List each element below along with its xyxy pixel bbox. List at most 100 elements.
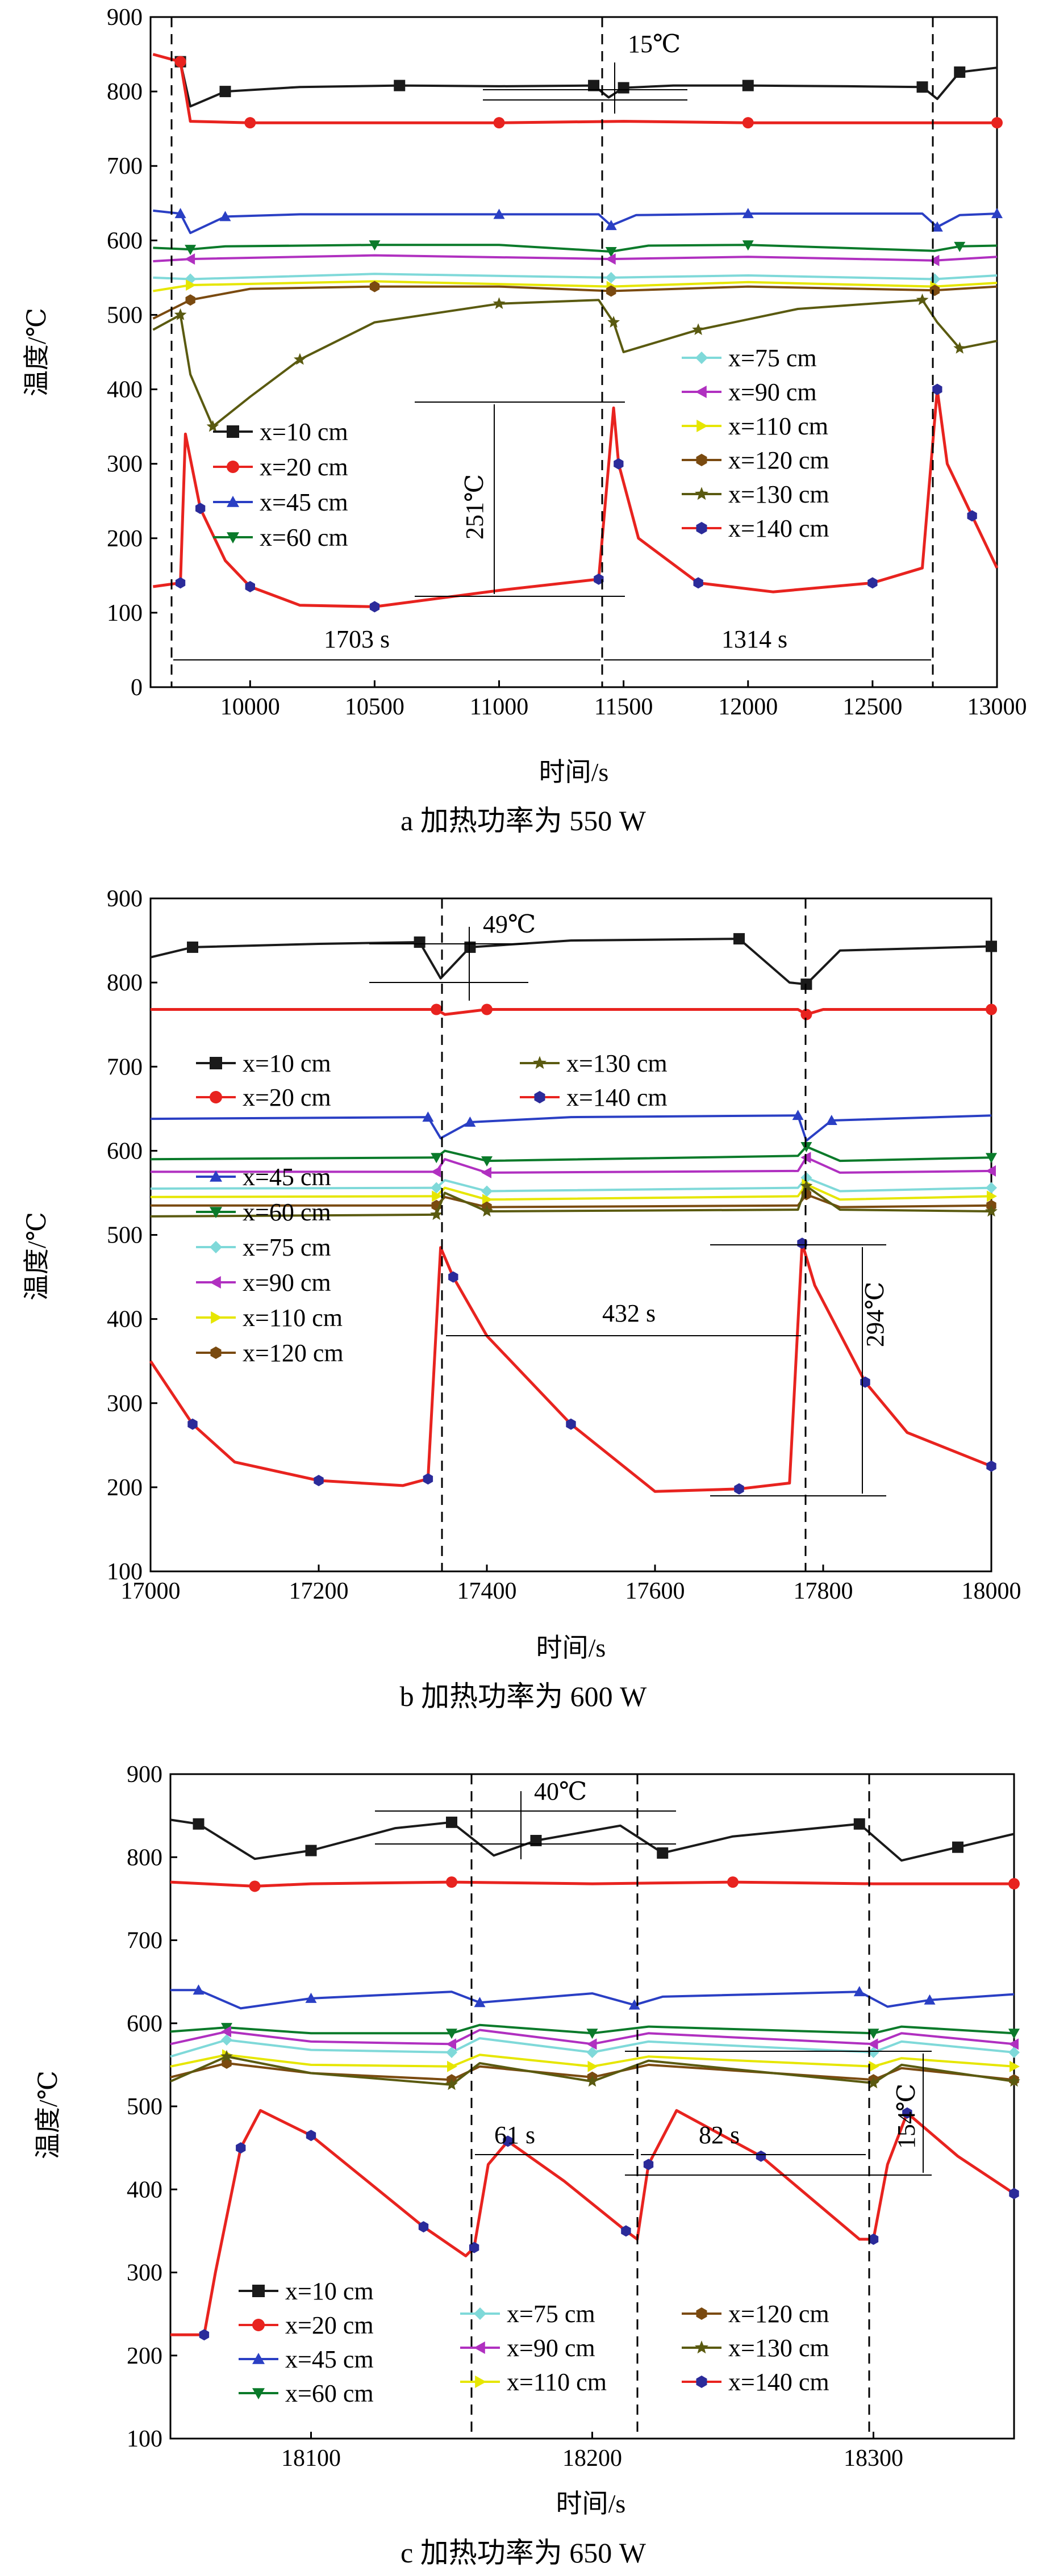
a-series-x-130-cm [152,293,998,432]
b-point-x-20-cm [431,1003,443,1015]
b-line-x-20-cm [151,1008,991,1016]
c-point-x-140-cm [868,2234,879,2245]
a-point-x-10-cm [219,86,231,98]
a-ytick-label: 600 [107,228,143,254]
b-xtick-label: 17000 [121,1578,181,1604]
b-ytick-label: 200 [107,1475,143,1501]
c-legend-marker [696,2307,707,2320]
c-legend-label: x=130 cm [728,2334,829,2362]
b-ytick-label: 600 [107,1138,143,1164]
c-series-x-10-cm [170,1816,1015,1862]
c-line-x-60-cm [170,2023,1015,2035]
b-ytick-label: 700 [107,1054,143,1080]
c-point-x-90-cm [221,2026,231,2038]
b-legend-marker [210,1091,222,1103]
a-legend-label: x=90 cm [728,378,817,406]
c-point-x-75-cm [221,2034,232,2046]
b-legend-label: x=45 cm [243,1163,331,1191]
c-point-x-140-cm [621,2225,631,2237]
b-ytick-label: 500 [107,1223,143,1249]
b-legend-item-x-140-cm: x=140 cm [520,1084,668,1111]
b-point-x-10-cm [414,936,426,948]
chart-c: 18100 18200 18300 100 200 300 400 500 600 700 800 9… [34,1762,1020,2569]
a-point-x-140-cm [932,383,942,395]
c-point-x-110-cm [447,2060,457,2072]
c-point-x-110-cm [869,2060,879,2072]
a-point-x-20-cm [174,56,186,68]
chart-a-xlabel: 时间/s [539,758,609,787]
b-xtick-label: 17400 [457,1578,517,1604]
c-legend-marker [252,2388,265,2399]
b-line-x-60-cm [150,1145,992,1162]
a-ytick-label: 300 [107,451,143,478]
chart-b-ann-294c: 294℃ [861,1282,889,1347]
a-point-x-140-cm [693,577,703,589]
a-point-x-90-cm [185,253,195,265]
a-point-x-120-cm [369,281,380,292]
c-point-x-75-cm [446,2046,457,2058]
c-line-x-130-cm [170,2055,1015,2086]
b-legend-label: x=110 cm [243,1304,343,1332]
chart-b: 17000 17200 17400 17600 17800 18000 100 200 300 4… [22,886,1021,1712]
c-legend-marker [695,2340,708,2354]
b-legend-label: x=10 cm [243,1049,331,1077]
a-legend-item-x-60-cm: x=60 cm [213,524,348,551]
c-legend-label: x=75 cm [507,2300,595,2328]
a-point-x-140-cm [967,510,977,522]
a-series-x-75-cm [153,271,998,285]
a-xtick-label: 12000 [718,694,778,720]
b-point-x-140-cm [314,1475,324,1486]
a-point-x-140-cm [594,573,604,585]
b-legend-label: x=60 cm [243,1198,331,1226]
c-point-x-140-cm [756,2150,766,2162]
a-legend-marker [695,352,708,364]
c-point-x-130-cm [445,2078,458,2090]
c-ytick-label: 600 [127,2011,162,2037]
a-legend-item-x-90-cm: x=90 cm [682,378,817,406]
b-point-x-140-cm [986,1460,996,1472]
b-xtick-label: 17600 [625,1578,685,1604]
chart-b-annotations: 49℃ 432 s 294℃ [369,898,889,1571]
a-point-x-90-cm [929,254,940,266]
a-xtick-label: 10000 [220,694,280,720]
c-legend-marker [252,2353,265,2364]
c-series-x-90-cm [170,2026,1019,2050]
c-point-x-140-cm [199,2329,210,2341]
b-point-x-140-cm [566,1418,576,1430]
a-point-x-60-cm [954,241,966,252]
b-ytick-label: 100 [107,1559,143,1585]
a-legend-label: x=45 cm [260,488,348,516]
a-legend-marker [696,420,708,432]
chart-a-ann-15c: 15℃ [628,30,681,58]
c-series-x-20-cm [170,1876,1020,1892]
c-legend-marker [696,2376,707,2388]
chart-b-ticks: 17000 17200 17400 17600 17800 18000 100 200 300 4… [107,886,1021,1604]
a-legend-marker [227,425,239,438]
b-legend-label: x=90 cm [243,1269,331,1297]
b-point-x-75-cm [481,1185,493,1197]
c-point-x-20-cm [249,1880,261,1892]
c-legend-label: x=120 cm [728,2300,829,2328]
b-point-x-45-cm [464,1116,476,1127]
c-point-x-130-cm [1008,2075,1020,2087]
c-ytick-label: 800 [127,1845,162,1871]
c-xtick-label: 18100 [281,2445,341,2472]
b-legend-item-x-45-cm: x=45 cm [196,1163,331,1191]
b-line-x-140-cm [149,1241,992,1493]
c-legend-marker [252,2285,265,2297]
a-point-x-140-cm [369,601,380,613]
c-legend-label: x=110 cm [507,2368,607,2396]
b-series-x-20-cm [151,1003,997,1021]
c-legend-item-x-60-cm: x=60 cm [239,2380,374,2407]
c-point-x-130-cm [586,2075,599,2087]
c-legend-item-x-45-cm: x=45 cm [239,2345,374,2373]
a-ytick-label: 0 [131,675,143,701]
c-point-x-110-cm [587,2060,598,2072]
a-point-x-20-cm [742,117,754,129]
b-point-x-110-cm [432,1190,443,1202]
b-point-x-20-cm [481,1003,493,1015]
chart-b-xlabel: 时间/s [536,1633,606,1662]
c-legend-label: x=90 cm [507,2334,595,2362]
b-legend-item-x-130-cm: x=130 cm [520,1049,668,1077]
a-line-x-60-cm [153,244,998,253]
